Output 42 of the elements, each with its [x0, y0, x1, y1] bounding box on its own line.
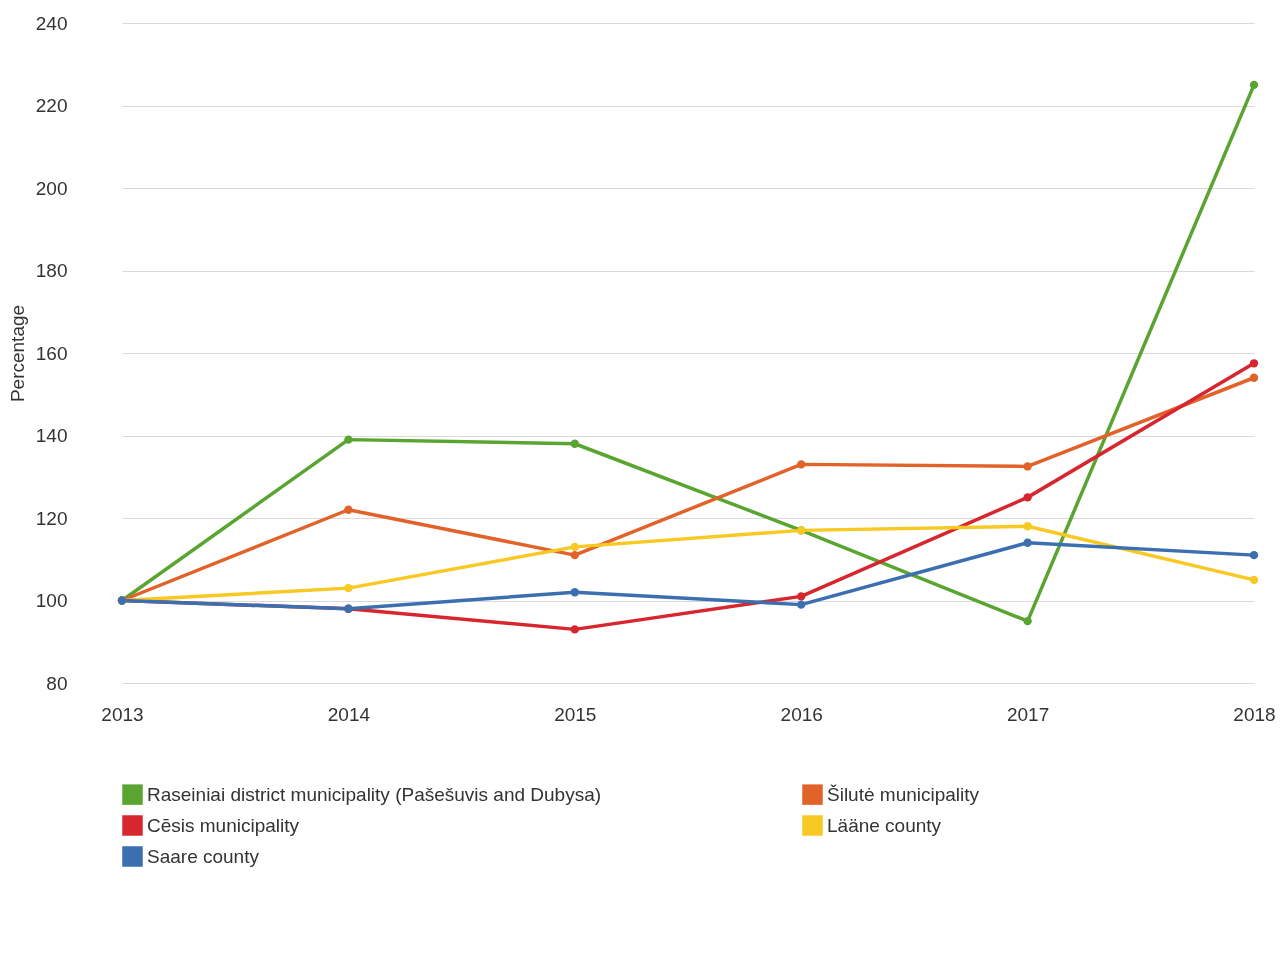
point	[344, 435, 353, 444]
legend-label: Raseiniai district municipality (Pašešuvis and Dubysa)	[147, 783, 602, 805]
y-tick-label: 80	[46, 672, 68, 694]
point	[344, 505, 353, 514]
y-tick-label: 160	[35, 342, 68, 364]
y-tick-label: 200	[35, 177, 68, 199]
legend-label: Saare county	[147, 845, 260, 867]
y-axis-title: Percentage	[6, 304, 28, 403]
point	[797, 592, 806, 601]
point	[1249, 359, 1259, 368]
point	[1023, 538, 1032, 547]
point	[1249, 373, 1259, 382]
x-tick-label: 2017	[1006, 703, 1050, 725]
y-tick-label: 240	[35, 12, 68, 34]
legend-label: Cēsis municipality	[147, 814, 300, 836]
x-tick-label: 2016	[780, 703, 823, 725]
point	[570, 550, 579, 560]
point	[1023, 493, 1032, 502]
point	[570, 625, 579, 634]
y-tick-label: 120	[35, 507, 68, 529]
point	[1023, 616, 1032, 626]
point	[1249, 80, 1259, 90]
point	[570, 439, 579, 448]
point	[797, 600, 806, 609]
point	[570, 588, 579, 597]
point	[1249, 550, 1259, 560]
x-tick-label: 2015	[554, 703, 597, 725]
x-tick-label: 2013	[101, 703, 144, 725]
point	[344, 583, 353, 593]
point	[797, 460, 806, 469]
point	[1249, 575, 1259, 585]
x-tick-label: 2014	[327, 703, 371, 725]
y-tick-label: 180	[35, 260, 68, 281]
point	[1023, 522, 1032, 531]
legend-label: Šilutė municipality	[827, 783, 980, 805]
y-tick-label: 140	[35, 425, 68, 446]
legend-label: Lääne county	[827, 814, 942, 836]
x-tick-label: 2018	[1233, 703, 1276, 725]
y-tick-label: 100	[35, 590, 68, 611]
point	[570, 542, 579, 552]
y-tick-label: 220	[35, 95, 68, 116]
point	[1023, 462, 1032, 471]
